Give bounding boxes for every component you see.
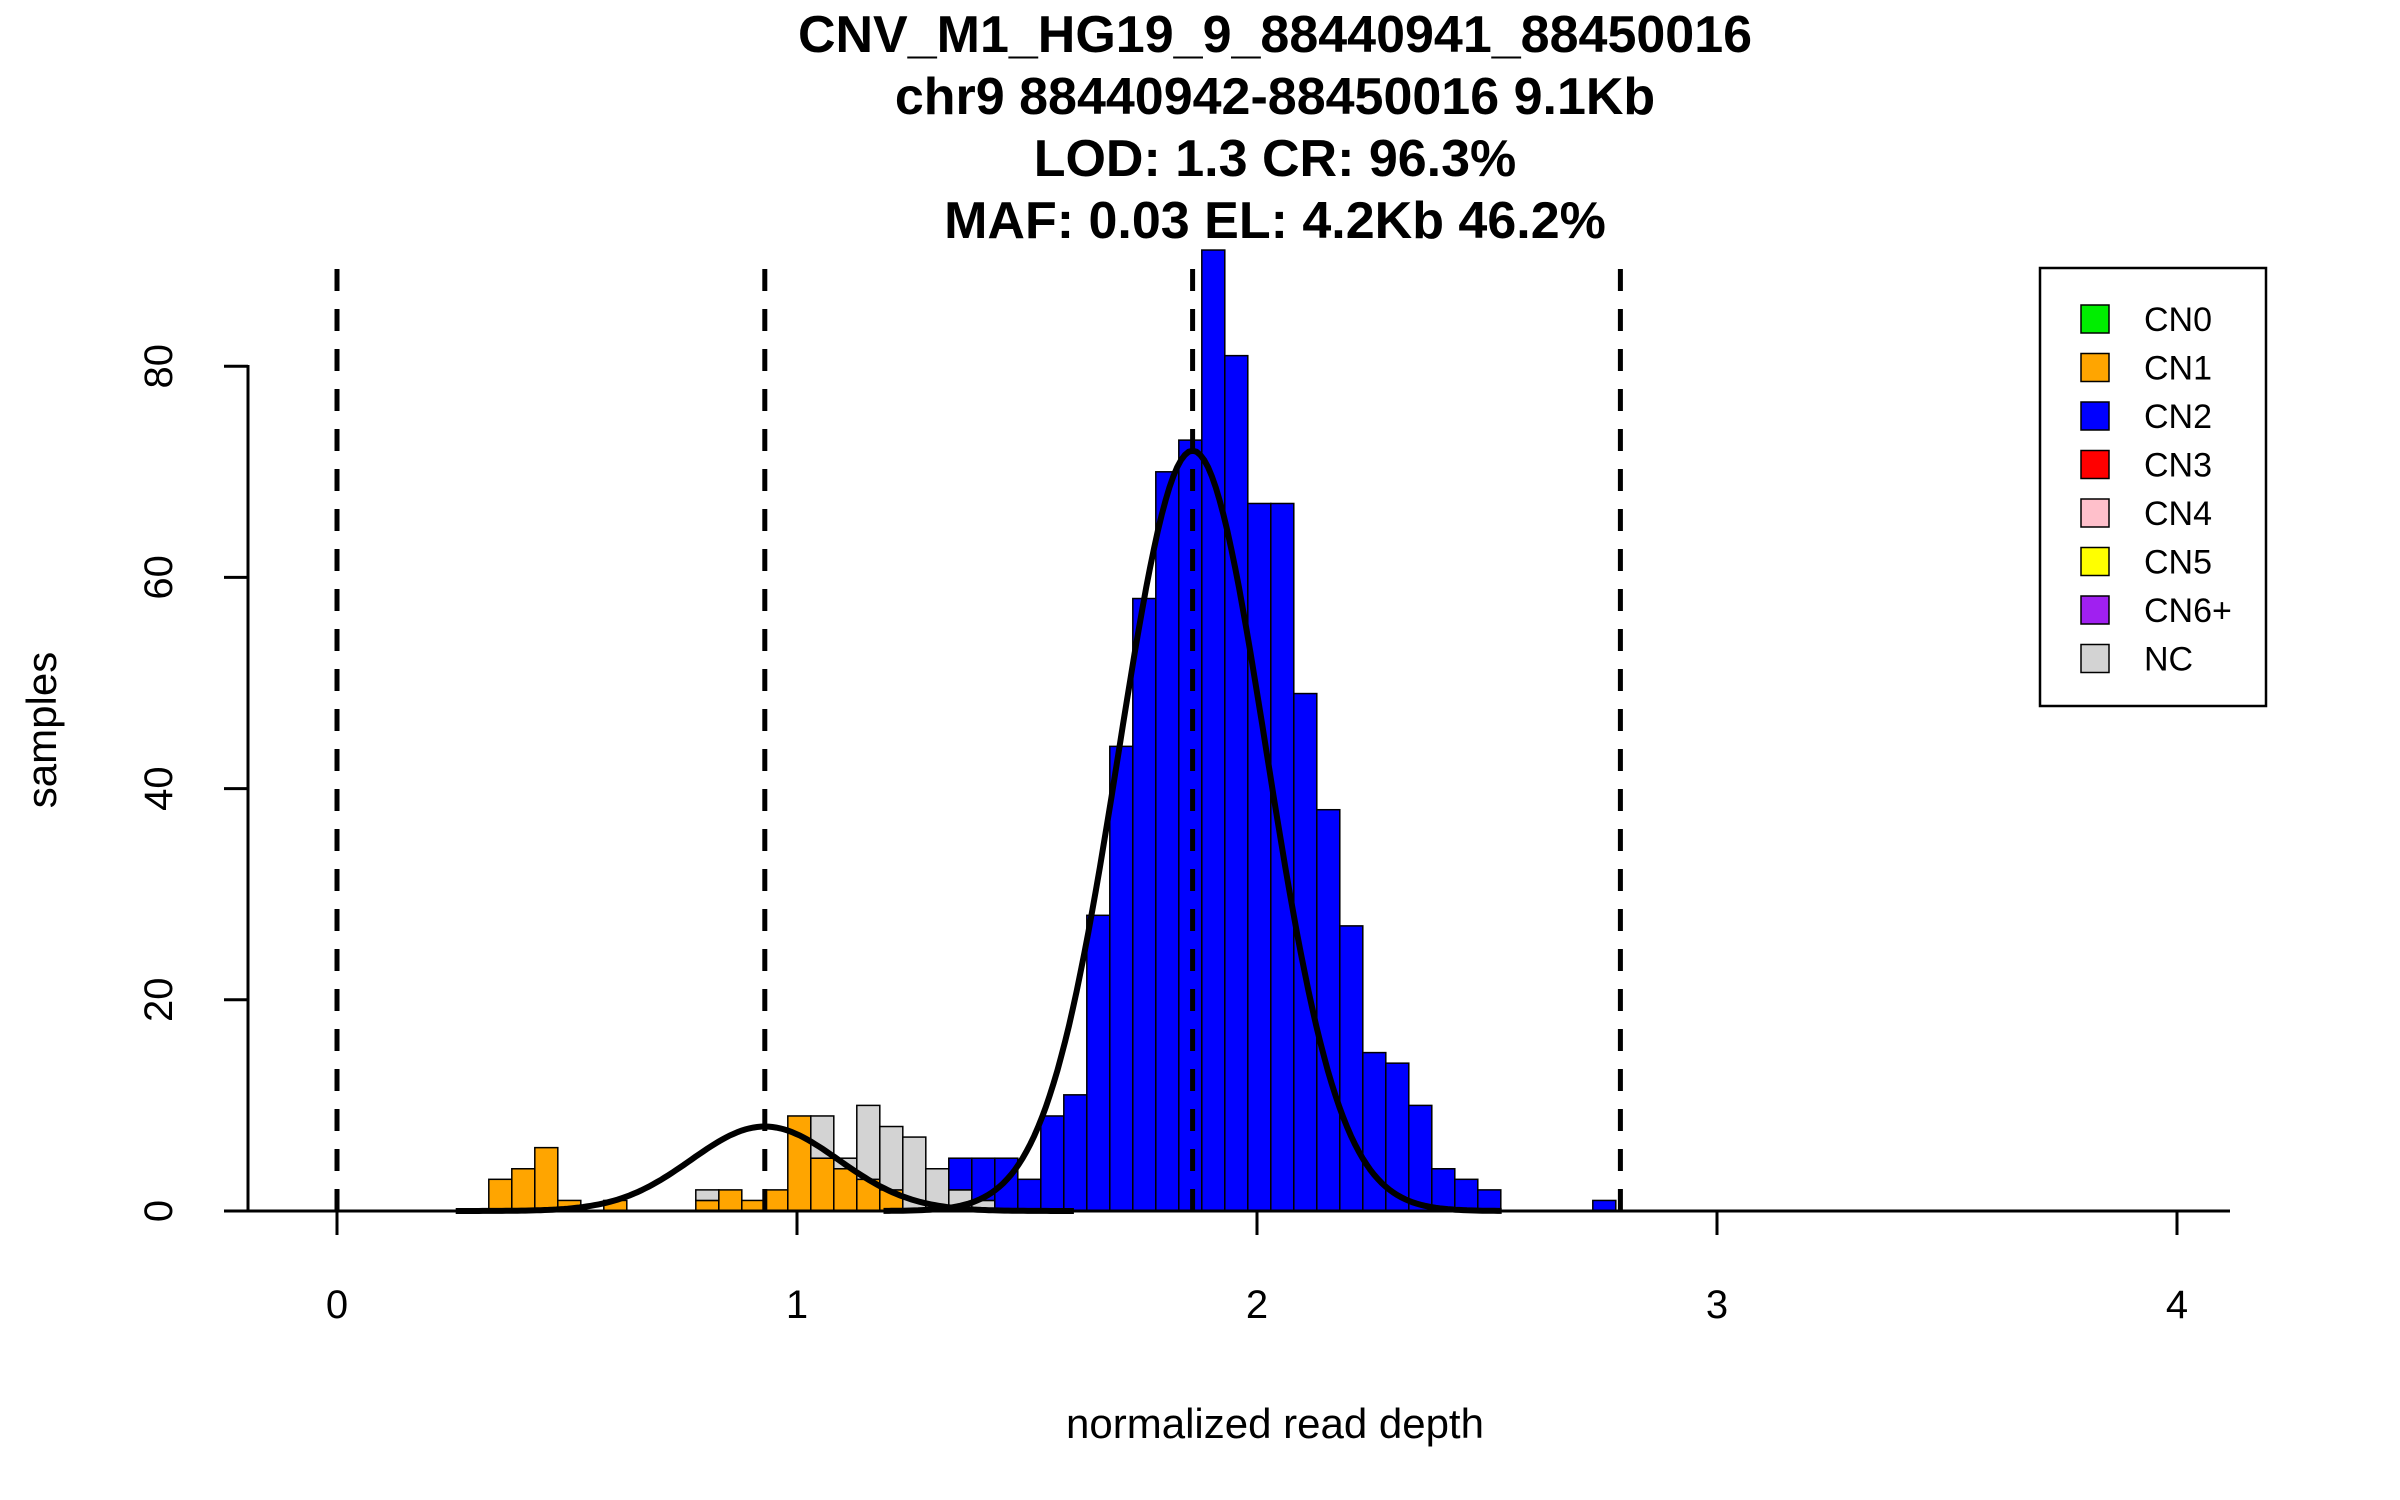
legend-swatch-cn0: [2080, 304, 2110, 334]
x-tick-label-0: 0: [326, 1283, 348, 1327]
y-tick-label-0: 0: [137, 1200, 181, 1222]
bar-cn1-0.430: [534, 1146, 559, 1212]
bar-cn2-1.930: [1224, 354, 1249, 1212]
y-tick-label-2: 40: [137, 766, 181, 811]
bar-nc-1.180: [879, 1125, 904, 1191]
legend-label-cn5: CN5: [2144, 544, 2212, 582]
bar-cn2-2.180: [1339, 925, 1364, 1212]
legend-label-nc: NC: [2144, 641, 2193, 679]
bar-cn2-2.730: [1592, 1199, 1617, 1212]
bar-cn2-1.530: [1040, 1115, 1065, 1212]
bar-cn1-0.330: [488, 1178, 513, 1212]
legend-label-cn1: CN1: [2144, 350, 2212, 388]
y-axis-label: samples: [18, 652, 65, 808]
bar-cn1-0.380: [511, 1168, 536, 1212]
bar-cn2-2.080: [1293, 692, 1318, 1212]
bar-cn2-1.780: [1155, 471, 1180, 1212]
legend-label-cn3: CN3: [2144, 447, 2212, 485]
legend-swatch-cn6+: [2080, 595, 2110, 625]
legend-box: [2038, 266, 2268, 708]
bar-cn2-1.630: [1086, 914, 1111, 1212]
y-tick-label-1: 20: [137, 978, 181, 1023]
bar-cn2-2.430: [1454, 1178, 1479, 1212]
legend: CN0 CN1 CN2 CN3 CN4 CN5 CN6+ NC: [2038, 266, 2268, 708]
legend-label-cn4: CN4: [2144, 495, 2212, 533]
bar-cn1-1.080: [833, 1168, 858, 1212]
bar-cn1-0.830: [718, 1189, 743, 1212]
x-tick-label-4: 4: [2166, 1283, 2188, 1327]
legend-swatch-cn3: [2080, 449, 2110, 480]
title-line-3: LOD: 1.3 CR: 96.3%: [1034, 130, 1517, 188]
legend-label-cn6+: CN6+: [2144, 592, 2232, 630]
bar-cn2-1.580: [1063, 1094, 1088, 1212]
bar-cn1-1.030: [810, 1157, 835, 1212]
y-axis: 0 20 40 60 80: [137, 344, 250, 1222]
bar-cn2-2.130: [1316, 808, 1341, 1212]
x-tick-label-2: 2: [1246, 1283, 1268, 1327]
y-tick-label-3: 60: [137, 555, 181, 600]
bar-cn1-0.880: [741, 1199, 766, 1212]
x-axis-label: normalized read depth: [1066, 1400, 1484, 1447]
bar-cn1-0.780: [695, 1199, 720, 1212]
bar-cn2-1.880: [1201, 249, 1226, 1212]
title-line-2: chr9 88440942-88450016 9.1Kb: [895, 68, 1655, 126]
bar-cn2-1.980: [1247, 502, 1272, 1212]
bar-cn2-1.330: [948, 1157, 973, 1191]
bar-cn2-2.330: [1408, 1104, 1433, 1212]
x-tick-label-1: 1: [786, 1283, 808, 1327]
bar-nc-1.130: [856, 1104, 881, 1181]
x-tick-label-3: 3: [1706, 1283, 1728, 1327]
legend-label-cn0: CN0: [2144, 301, 2212, 339]
legend-swatch-nc: [2080, 643, 2110, 674]
legend-swatch-cn2: [2080, 401, 2110, 431]
title-line-1: CNV_M1_HG19_9_88440941_88450016: [798, 6, 1752, 64]
bar-cn1-0.930: [764, 1189, 789, 1212]
bar-cn2-1.480: [1017, 1178, 1042, 1212]
x-axis: 0 1 2 3 4: [248, 1209, 2230, 1327]
legend-swatch-cn5: [2080, 546, 2110, 577]
bar-cn2-1.730: [1132, 597, 1157, 1212]
legend-swatch-cn4: [2080, 498, 2110, 528]
histogram-bars: [245, 249, 2108, 1212]
dashed-reference-lines: [334, 268, 1623, 1211]
chart-title: CNV_M1_HG19_9_88440941_88450016 chr9 884…: [798, 6, 1752, 250]
legend-swatch-cn1: [2080, 352, 2110, 383]
bar-cn2-1.680: [1109, 745, 1134, 1212]
y-tick-label-4: 80: [137, 344, 181, 389]
legend-label-cn2: CN2: [2144, 398, 2212, 436]
title-line-4: MAF: 0.03 EL: 4.2Kb 46.2%: [944, 192, 1606, 250]
bar-nc-0.780: [695, 1189, 720, 1202]
